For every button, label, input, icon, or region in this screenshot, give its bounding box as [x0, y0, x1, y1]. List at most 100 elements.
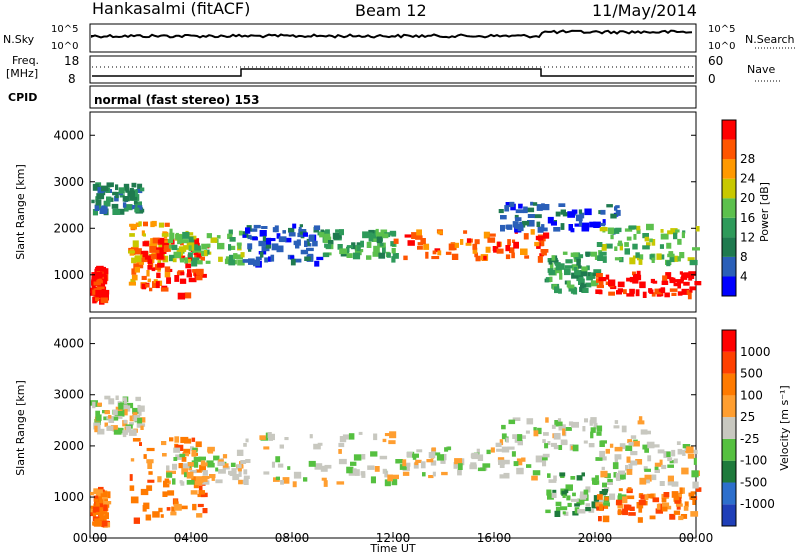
power-cell-6-65	[332, 232, 340, 240]
velocity-cell-1-66	[100, 511, 107, 515]
velocity-cell-8-19	[676, 505, 681, 510]
power-cell-2-45	[162, 231, 167, 235]
power-cell-8-54	[523, 206, 528, 214]
velocity-cell-6-67	[625, 445, 633, 451]
velocity-cell-9-44	[677, 448, 683, 455]
noise-right-label: N.Search	[745, 33, 795, 46]
power-cell-4-18	[228, 229, 233, 235]
velocity-cell-3-13	[168, 470, 176, 474]
velocity-cell-4-12	[303, 477, 308, 482]
power-frame	[89, 111, 697, 313]
velocity-cell-9-34	[614, 446, 623, 452]
velocity-cell-3-30	[240, 460, 247, 464]
freq-right-tick-top: 60	[708, 54, 723, 68]
power-cell-8-20	[614, 206, 618, 211]
velocity-cell-2-61	[200, 492, 208, 498]
velocity-cell-3-66	[207, 446, 215, 452]
power-cell-10-44	[691, 274, 695, 279]
velocity-cell-0-20	[115, 395, 119, 400]
power-cell-5-5	[296, 239, 301, 246]
velocity-cell-8-10	[655, 508, 663, 514]
power-cell-8-28	[560, 223, 565, 230]
power-cell-0-13	[114, 195, 119, 202]
power-cell-6-36	[339, 229, 344, 236]
velocity-cell-5-52	[426, 459, 434, 463]
freq-left-tick-bottom: 8	[68, 72, 76, 86]
power-cell-8-58	[610, 213, 617, 219]
power-cell-6-53	[379, 242, 384, 247]
power-cell-11-35	[638, 259, 643, 265]
power-cell-6-21	[352, 252, 361, 260]
power-cell-3-35	[141, 275, 147, 280]
power-cell-11-18	[669, 256, 676, 263]
power-cell-11-23	[668, 251, 674, 255]
power-cell-7-6	[434, 248, 441, 253]
velocity-cell-2-51	[166, 507, 171, 511]
velocity-cell-5-11	[482, 463, 491, 468]
power-ytick-label-3: 4000	[53, 128, 84, 142]
velocity-cell-9-39	[651, 474, 657, 481]
velocity-cell-6-60	[517, 434, 523, 441]
power-cell-2-30	[147, 278, 151, 283]
velocity-cell-0-39	[137, 423, 146, 427]
velocity-cell-7-57	[585, 503, 591, 507]
power-cell-11-69	[635, 252, 640, 258]
power-cell-2-34	[136, 260, 144, 265]
velocity-cell-3-59	[198, 456, 206, 461]
velocity-cell-8-32	[665, 505, 672, 510]
velocity-cell-2-35	[130, 496, 139, 504]
power-cell-5-63	[262, 235, 266, 242]
velocity-cell-9-53	[612, 462, 619, 470]
power-cell-9-48	[585, 251, 590, 257]
power-cell-4-10	[229, 254, 234, 262]
velocity-cell-3-5	[207, 462, 215, 468]
velocity-cell-5-68	[412, 453, 419, 458]
power-cell-8-59	[615, 205, 620, 209]
velocity-cell-5-1	[453, 462, 460, 469]
velocity-cell-0-55	[113, 416, 119, 421]
power-cell-1-62	[93, 288, 97, 295]
power-cell-6-11	[372, 251, 381, 257]
freq-left-tick-top: 18	[64, 54, 79, 68]
velocity-cell-0-59	[121, 404, 128, 410]
velocity-cell-5-8	[399, 464, 407, 470]
power-cell-10-51	[662, 275, 668, 282]
power-cell-6-63	[389, 230, 397, 236]
velocity-cell-0-44	[123, 399, 128, 404]
power-cell-8-69	[578, 220, 583, 227]
power-cell-2-55	[134, 266, 140, 273]
power-cell-11-63	[614, 228, 620, 234]
velocity-cell-2-29	[152, 511, 160, 518]
power-cell-6-0	[373, 245, 380, 253]
velocity-cell-3-32	[190, 446, 194, 451]
power-cell-0-66	[118, 187, 125, 194]
velocity-cell-5-29	[395, 459, 403, 464]
x-tick-label-3: 12:00	[376, 531, 411, 545]
power-cell-8-31	[512, 221, 519, 228]
velocity-cell-1-46	[97, 507, 103, 515]
power-cell-7-59	[496, 248, 504, 254]
velocity-cell-3-15	[172, 463, 178, 470]
velocity-cell-5-12	[516, 458, 523, 466]
power-cell-0-69	[101, 185, 109, 192]
power-cell-3-37	[147, 265, 152, 270]
power-cell-6-27	[366, 241, 372, 248]
velocity-cell-5-38	[507, 446, 515, 450]
velocity-cell-0-15	[138, 409, 142, 416]
velocity-cell-7-28	[593, 495, 599, 502]
velocity-cell-7-12	[566, 495, 571, 501]
velocity-cell-4-53	[379, 455, 388, 460]
power-cell-6-40	[368, 229, 375, 234]
velocity-cell-2-5	[132, 438, 141, 442]
power-cell-3-42	[166, 277, 171, 284]
power-cell-8-55	[509, 201, 514, 207]
velocity-cell-4-54	[243, 443, 247, 447]
power-cell-1-64	[95, 297, 99, 301]
power-cell-8-66	[532, 202, 538, 206]
velocity-cell-3-67	[215, 467, 219, 472]
velocity-cell-2-9	[174, 436, 180, 443]
velocity-cbar-seg-1	[722, 482, 736, 505]
power-cell-4-55	[188, 245, 192, 252]
velocity-cell-8-54	[626, 495, 635, 500]
